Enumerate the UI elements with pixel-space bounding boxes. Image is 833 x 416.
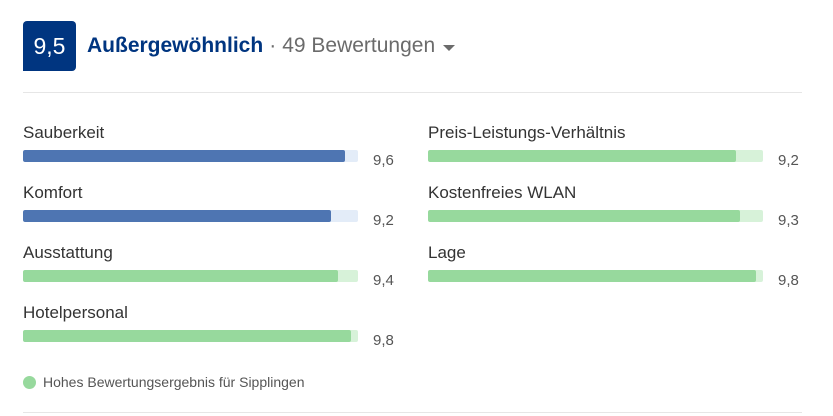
category-sauberkeit: Sauberkeit 9,6 (23, 123, 403, 173)
score-bar-track (428, 150, 763, 162)
category-label: Preis-Leistungs-Verhältnis (428, 123, 626, 142)
category-ausstattung: Ausstattung 9,4 (23, 243, 403, 293)
divider (23, 92, 802, 93)
score-badge: 9,5 (23, 21, 76, 71)
legend-dot-icon (23, 375, 36, 389)
legend: Hohes Bewertungsergebnis für Sipplingen (23, 374, 305, 390)
divider (23, 412, 802, 413)
category-score: 9,2 (778, 152, 799, 169)
category-label: Kostenfreies WLAN (428, 183, 577, 202)
category-score: 9,6 (373, 152, 394, 169)
score-bar-fill (428, 150, 737, 162)
score-bar-track (23, 210, 358, 222)
category-preis-leistungs-verhaeltnis: Preis-Leistungs-Verhältnis 9,2 (428, 123, 808, 173)
review-count[interactable]: 49 Bewertungen (282, 34, 436, 57)
category-score: 9,8 (778, 272, 799, 289)
category-label: Ausstattung (23, 243, 113, 262)
category-komfort: Komfort 9,2 (23, 183, 403, 233)
score-bar-track (428, 270, 763, 282)
category-label: Lage (428, 243, 466, 262)
category-label: Hotelpersonal (23, 303, 128, 322)
review-score-header[interactable]: 9,5 Außergewöhnlich · 49 Bewertungen (23, 21, 456, 71)
score-bar-track (428, 210, 763, 222)
category-score: 9,4 (373, 272, 394, 289)
score-bar-fill (428, 210, 740, 222)
category-hotelpersonal: Hotelpersonal 9,8 (23, 303, 403, 353)
score-bar-fill (23, 330, 352, 342)
category-label: Sauberkeit (23, 123, 105, 142)
category-score: 9,8 (373, 332, 394, 349)
category-lage: Lage 9,8 (428, 243, 808, 293)
score-bar-fill (428, 270, 757, 282)
score-bar-track (23, 270, 358, 282)
score-bar-track (23, 150, 358, 162)
score-bar-fill (23, 210, 332, 222)
category-score: 9,3 (778, 212, 799, 229)
category-kostenfreies-wlan: Kostenfreies WLAN 9,3 (428, 183, 808, 233)
score-bar-fill (23, 270, 338, 282)
rating-word: Außergewöhnlich (87, 34, 264, 57)
category-score: 9,2 (373, 212, 394, 229)
separator-dot: · (269, 34, 277, 57)
score-bar-fill (23, 150, 345, 162)
legend-text: Hohes Bewertungsergebnis für Sipplingen (43, 374, 305, 390)
category-label: Komfort (23, 183, 83, 202)
score-bar-track (23, 330, 358, 342)
chevron-down-icon[interactable] (443, 45, 456, 51)
